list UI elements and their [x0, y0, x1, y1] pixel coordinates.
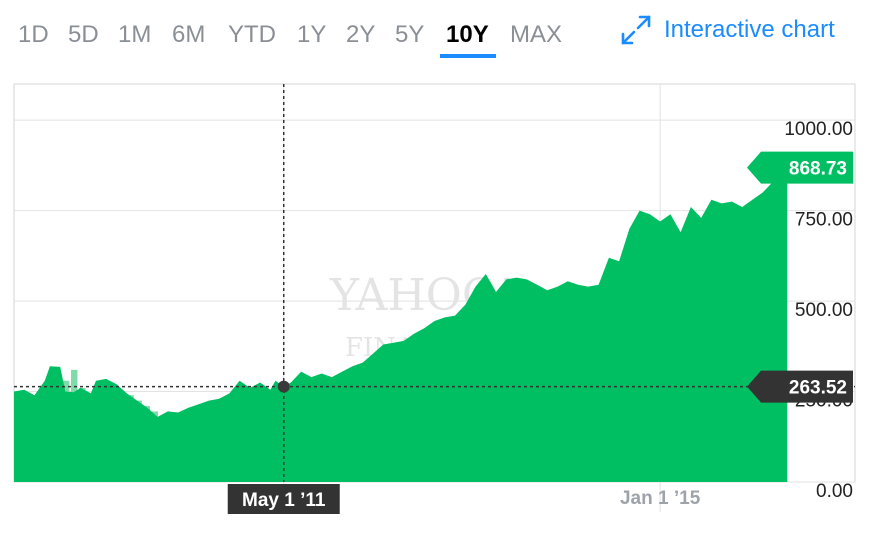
crosshair: May 1 ’11 263.52 — [14, 84, 855, 514]
crosshair-y-box — [747, 370, 853, 403]
tab-1y[interactable]: 1Y — [297, 21, 327, 48]
current-price-marker: 868.73 — [747, 151, 853, 184]
y-tick-label: 0.00 — [816, 481, 853, 502]
expand-arrows-icon — [621, 15, 651, 45]
crosshair-y-label: 263.52 — [789, 378, 847, 399]
price-area-series — [14, 167, 788, 482]
stock-chart[interactable]: YAHOO! FINANCE 1000.00750.00500.00250.00… — [0, 70, 878, 542]
current-price-box — [747, 151, 853, 184]
x-tick-label: Jan 1 ’15 — [620, 488, 701, 509]
crosshair-point — [277, 380, 290, 393]
y-tick-label: 500.00 — [795, 300, 853, 321]
active-tab-underline — [440, 54, 496, 58]
interactive-chart-label: Interactive chart — [664, 16, 835, 43]
price-area — [14, 167, 788, 482]
tab-6m[interactable]: 6M — [172, 21, 206, 48]
tab-max[interactable]: MAX — [510, 21, 563, 48]
y-tick-label: 750.00 — [795, 210, 853, 231]
crosshair-x-box — [227, 484, 340, 514]
tab-5d[interactable]: 5D — [68, 21, 99, 48]
interactive-chart-link[interactable]: Interactive chart — [620, 12, 835, 48]
current-price-label: 868.73 — [789, 159, 847, 180]
range-tab-bar: 1D 5D 1M 6M YTD 1Y 2Y 5Y 10Y MAX Interac… — [0, 0, 878, 62]
tab-1m[interactable]: 1M — [118, 21, 152, 48]
y-tick-label: 1000.00 — [784, 119, 853, 140]
tab-ytd[interactable]: YTD — [228, 21, 276, 48]
tab-1d[interactable]: 1D — [18, 21, 49, 48]
tab-10y[interactable]: 10Y — [446, 21, 489, 48]
tab-5y[interactable]: 5Y — [395, 21, 425, 48]
crosshair-x-label: May 1 ’11 — [242, 490, 326, 511]
tab-2y[interactable]: 2Y — [346, 21, 376, 48]
